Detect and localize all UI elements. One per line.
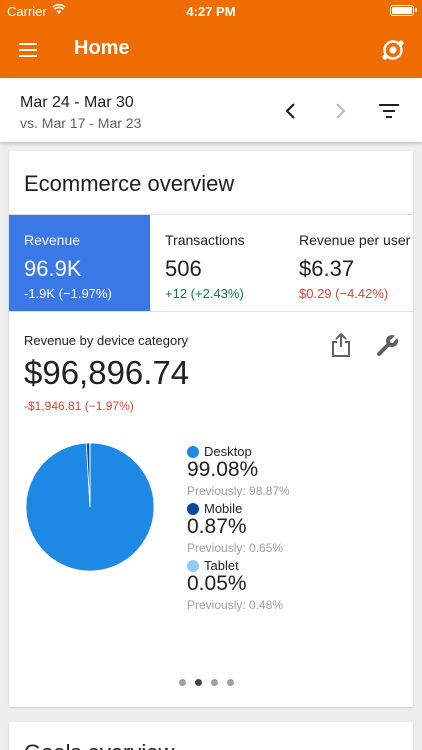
menu-button[interactable] bbox=[14, 36, 44, 64]
legend-percent: 0.05% bbox=[187, 572, 247, 595]
page-dot[interactable] bbox=[211, 679, 218, 686]
metric-tab-revenue[interactable]: Revenue 96.9K -1.9K (−1.97%) bbox=[9, 215, 150, 311]
app-header: Carrier 4:27 PM Home bbox=[0, 0, 422, 78]
metric-tab-revenue-per-user[interactable]: Revenue per user $6.37 $0.29 (−4.42%) bbox=[284, 215, 413, 311]
ecommerce-overview-card: Ecommerce overview Revenue 96.9K -1.9K (… bbox=[9, 151, 413, 707]
page-dot[interactable] bbox=[179, 679, 186, 686]
breakdown-total: $96,896.74 bbox=[24, 354, 190, 391]
divider bbox=[9, 214, 413, 215]
date-range-current[interactable]: Mar 24 - Mar 30 bbox=[20, 94, 134, 111]
card-title: Ecommerce overview bbox=[24, 171, 235, 196]
legend-name: Mobile bbox=[204, 501, 243, 516]
page-indicator bbox=[179, 679, 243, 687]
chevron-right-icon[interactable] bbox=[327, 98, 353, 124]
metric-change: $0.29 (−4.42%) bbox=[299, 286, 389, 301]
legend-previous: Previously: 98.87% bbox=[187, 484, 290, 498]
metric-label: Revenue per user bbox=[299, 232, 411, 248]
share-icon[interactable] bbox=[329, 332, 353, 358]
status-time: 4:27 PM bbox=[186, 4, 236, 19]
page-dot[interactable] bbox=[195, 679, 202, 686]
wifi-icon bbox=[52, 3, 66, 14]
intelligence-icon[interactable] bbox=[378, 35, 408, 65]
breakdown-title: Revenue by device category bbox=[24, 333, 189, 348]
page-dot[interactable] bbox=[227, 679, 234, 686]
date-range-bar: Mar 24 - Mar 30 vs. Mar 17 - Mar 23 bbox=[0, 78, 422, 142]
app-bar: Home bbox=[0, 22, 422, 78]
page-title: Home bbox=[74, 37, 130, 59]
legend-item-tablet: Tablet 0.05% Previously: 0.48% bbox=[187, 558, 327, 618]
metric-label: Transactions bbox=[165, 232, 245, 248]
breakdown-change: -$1,946.81 (−1.97%) bbox=[24, 399, 134, 413]
legend-dot bbox=[187, 446, 199, 458]
metric-change: +12 (+2.43%) bbox=[165, 286, 244, 301]
legend-item-desktop: Desktop 99.08% Previously: 98.87% bbox=[187, 444, 327, 504]
legend-previous: Previously: 0.48% bbox=[187, 598, 284, 612]
metric-change: -1.9K (−1.97%) bbox=[24, 286, 112, 301]
legend-item-mobile: Mobile 0.87% Previously: 0.65% bbox=[187, 501, 327, 561]
carrier-label: Carrier bbox=[7, 4, 47, 19]
card-title: Goals overview bbox=[24, 740, 174, 750]
legend-dot bbox=[187, 560, 199, 572]
legend-dot bbox=[187, 503, 199, 515]
legend-name: Tablet bbox=[204, 558, 239, 573]
filter-icon[interactable] bbox=[376, 98, 402, 124]
device-pie-chart bbox=[25, 442, 155, 572]
battery-icon bbox=[390, 5, 417, 16]
date-range-compare[interactable]: vs. Mar 17 - Mar 23 bbox=[20, 115, 142, 131]
metric-value: $6.37 bbox=[299, 256, 355, 281]
legend-previous: Previously: 0.65% bbox=[187, 541, 284, 555]
chevron-left-icon[interactable] bbox=[278, 98, 304, 124]
metric-label: Revenue bbox=[24, 232, 81, 248]
legend-name: Desktop bbox=[204, 444, 252, 459]
goals-overview-card: Goals overview bbox=[9, 722, 413, 750]
legend-percent: 0.87% bbox=[187, 515, 247, 538]
metric-value: 506 bbox=[165, 256, 202, 281]
divider bbox=[9, 311, 413, 312]
status-bar: Carrier 4:27 PM bbox=[0, 0, 422, 22]
metric-tab-transactions[interactable]: Transactions 506 +12 (+2.43%) bbox=[150, 215, 284, 311]
metric-value: 96.9K bbox=[24, 256, 82, 281]
legend-percent: 99.08% bbox=[187, 458, 259, 481]
wrench-icon[interactable] bbox=[375, 332, 401, 358]
